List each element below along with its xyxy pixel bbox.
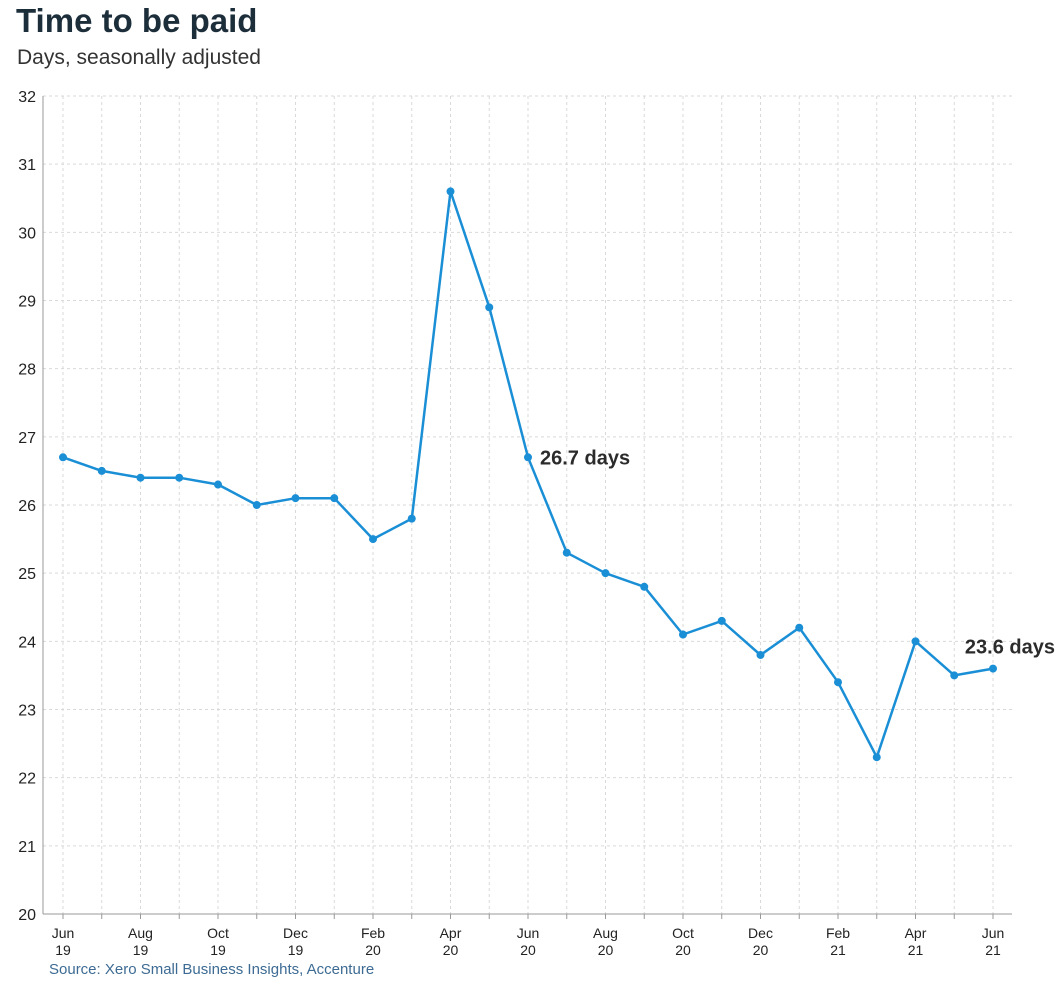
chart-title: Time to be paid	[16, 2, 258, 39]
x-tick-label-month: Oct	[207, 925, 229, 941]
data-point	[446, 187, 455, 196]
chart-subtitle: Days, seasonally adjusted	[17, 46, 261, 69]
x-tick-label-year: 19	[288, 942, 304, 958]
data-point	[175, 473, 184, 482]
data-point	[872, 753, 881, 762]
y-tick-label: 22	[18, 771, 36, 788]
data-point	[795, 623, 804, 632]
y-tick-labels: 20 21 22 23 24 25 26 27 28 29 30 31 32	[18, 89, 36, 924]
y-tick-label: 32	[18, 89, 36, 106]
x-tick-label-year: 19	[55, 942, 71, 958]
y-tick-label: 20	[18, 907, 36, 924]
x-tick-label-month: Dec	[748, 925, 773, 941]
x-tick-label-month: Aug	[593, 925, 618, 941]
y-tick-label: 27	[18, 430, 36, 447]
data-point	[524, 453, 532, 462]
data-point	[679, 630, 687, 639]
x-tick-label-year: 20	[598, 942, 614, 958]
x-tick-label-year: 20	[753, 942, 769, 958]
x-tick-label-year: 21	[985, 942, 1001, 958]
data-point	[136, 473, 145, 482]
x-tick-label-month: Apr	[905, 925, 927, 941]
data-point	[291, 494, 300, 503]
data-point	[59, 453, 67, 462]
data-label: 26.7 days	[540, 447, 630, 469]
x-tick-label-month: Jun	[517, 925, 540, 941]
data-point	[330, 494, 339, 503]
y-tick-label: 30	[18, 225, 36, 242]
data-point	[369, 535, 377, 544]
data-point	[214, 480, 222, 489]
x-tick-label-year: 20	[365, 942, 381, 958]
data-point	[562, 548, 571, 557]
y-tick-label: 28	[18, 362, 36, 379]
data-point	[252, 501, 261, 509]
x-tick-label-month: Jun	[52, 925, 75, 941]
data-point	[756, 650, 765, 659]
x-tick-label-year: 20	[443, 942, 459, 958]
x-tick-label-month: Oct	[672, 925, 694, 941]
x-tick-label-month: Feb	[826, 925, 850, 941]
x-tick-labels: Jun19Aug19Oct19Dec19Feb20Apr20Jun20Aug20…	[52, 925, 1005, 958]
data-point	[911, 637, 920, 646]
x-tick-label-year: 20	[675, 942, 691, 958]
data-point	[717, 616, 726, 625]
x-tick-label-month: Apr	[440, 925, 462, 941]
x-tick-label-month: Dec	[283, 925, 308, 941]
data-point	[834, 678, 842, 687]
annotations: 26.7 days 23.6 days	[540, 447, 1055, 658]
x-tick-label-year: 21	[830, 942, 846, 958]
series	[59, 187, 997, 762]
x-tick-label-month: Feb	[361, 925, 385, 941]
axes	[42, 96, 1012, 919]
data-point	[601, 569, 610, 578]
y-tick-label: 26	[18, 498, 36, 515]
grid-lines	[43, 95, 1012, 914]
y-tick-label: 21	[18, 839, 36, 856]
data-point	[640, 582, 649, 591]
x-tick-label-month: Jun	[982, 925, 1005, 941]
x-tick-label-year: 20	[520, 942, 536, 958]
y-tick-label: 23	[18, 703, 36, 720]
data-point	[97, 466, 106, 475]
y-tick-label: 25	[18, 566, 36, 583]
data-point	[485, 303, 494, 312]
x-tick-label-year: 21	[908, 942, 924, 958]
data-point	[950, 671, 959, 680]
y-tick-label: 31	[18, 157, 36, 174]
data-label: 23.6 days	[965, 637, 1055, 659]
data-point	[407, 514, 416, 523]
y-tick-label: 24	[18, 634, 36, 651]
data-point	[989, 664, 997, 673]
x-tick-label-year: 19	[133, 942, 149, 958]
x-tick-label-year: 19	[210, 942, 226, 958]
source-note: Source: Xero Small Business Insights, Ac…	[49, 961, 375, 978]
y-tick-label: 29	[18, 294, 36, 311]
x-tick-label-month: Aug	[128, 925, 153, 941]
